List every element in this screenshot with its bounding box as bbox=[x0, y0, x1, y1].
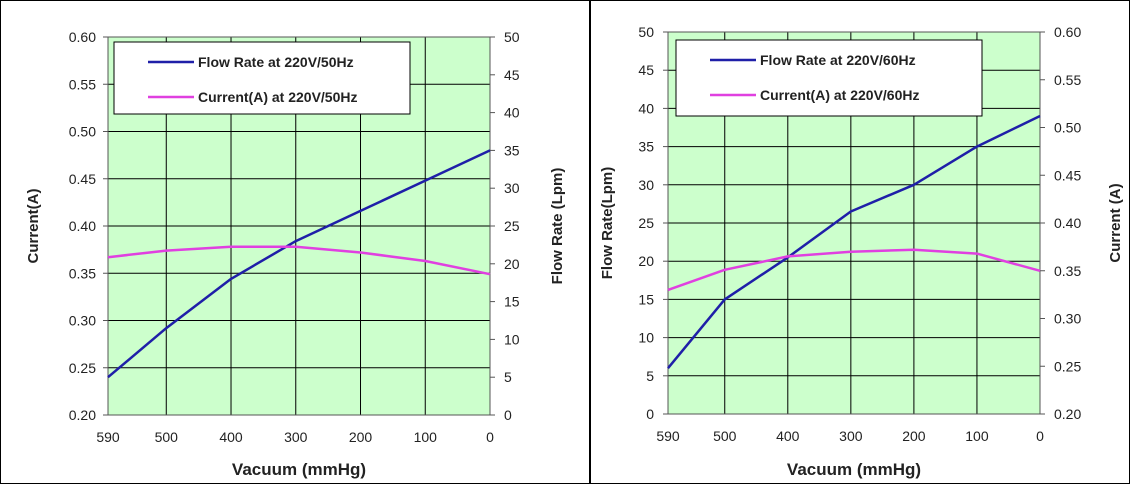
right-axis-tick-label: 0.35 bbox=[1054, 263, 1081, 279]
legend-box bbox=[113, 41, 411, 115]
right-axis-tick-label: 10 bbox=[504, 331, 520, 347]
x-axis-title: Vacuum (mmHg) bbox=[787, 460, 921, 479]
left-axis-tick-label: 15 bbox=[638, 291, 654, 307]
chart-2: 0 5 10 15 20 25 30 35 40 45 50 0.20 0.25 0.30 0.35 0.40… bbox=[599, 24, 1124, 479]
x-axis-tick-label: 0 bbox=[1036, 428, 1044, 444]
x-axis-title: Vacuum (mmHg) bbox=[232, 460, 366, 479]
right-axis-tick-label: 35 bbox=[504, 142, 520, 158]
left-axis-tick-label: 0.30 bbox=[69, 313, 96, 329]
left-axis-tick-label: 0 bbox=[646, 406, 654, 422]
left-axis-tick-label: 0.45 bbox=[69, 171, 96, 187]
right-axis-title: Current (A) bbox=[1107, 183, 1124, 262]
legend: Flow Rate at 220V/50Hz Current(A) at 220V… bbox=[113, 41, 411, 115]
series-line-2 bbox=[667, 248, 1041, 292]
left-axis-tick-label: 0.25 bbox=[69, 360, 96, 376]
left-axis-tick-label: 20 bbox=[638, 253, 654, 269]
right-axis-tick-label: 30 bbox=[504, 180, 520, 196]
left-axis-tick-label: 0.50 bbox=[69, 124, 96, 140]
right-axis-tick-label: 0.25 bbox=[1054, 358, 1081, 374]
legend-label-1: Flow Rate at 220V/50Hz bbox=[198, 54, 354, 70]
legend: Flow Rate at 220V/60Hz Current(A) at 220V… bbox=[675, 39, 983, 117]
x-axis-tick-label: 100 bbox=[414, 429, 438, 445]
right-axis-title: Flow Rate (Lpm) bbox=[549, 168, 566, 285]
right-axis-tick-label: 15 bbox=[504, 294, 520, 310]
left-axis-tick-label: 0.60 bbox=[69, 29, 96, 45]
series-line-1 bbox=[107, 149, 491, 379]
left-axis-tick-label: 0.40 bbox=[69, 218, 96, 234]
left-axis-tick-label: 45 bbox=[638, 62, 654, 78]
series-line-1 bbox=[667, 114, 1041, 369]
right-axis-tick-label: 0.30 bbox=[1054, 311, 1081, 327]
right-axis-tick-label: 25 bbox=[504, 218, 520, 234]
legend-box bbox=[675, 39, 983, 117]
right-axis-tick-label: 0.45 bbox=[1054, 167, 1081, 183]
right-axis-tick-label: 0.20 bbox=[1054, 406, 1081, 422]
x-axis-tick-label: 100 bbox=[965, 428, 989, 444]
x-axis-tick-label: 400 bbox=[219, 429, 243, 445]
right-axis-tick-label: 0 bbox=[504, 407, 512, 423]
chart-1: 0.20 0.25 0.30 0.35 0.40 0.45 0.50 0.55 0.60 0 5 10… bbox=[25, 29, 566, 479]
left-axis-title: Current(A) bbox=[25, 189, 42, 264]
right-axis-tick-label: 20 bbox=[504, 256, 520, 272]
x-axis-tick-label: 590 bbox=[656, 428, 680, 444]
right-axis-tick-label: 40 bbox=[504, 105, 520, 121]
x-axis-tick-label: 400 bbox=[776, 428, 800, 444]
right-axis-tick-label: 5 bbox=[504, 369, 512, 385]
x-axis-tick-label: 300 bbox=[839, 428, 863, 444]
left-axis-tick-label: 0.35 bbox=[69, 265, 96, 281]
x-axis-tick-label: 500 bbox=[713, 428, 737, 444]
x-axis-tick-label: 300 bbox=[284, 429, 308, 445]
left-axis-tick-label: 25 bbox=[638, 215, 654, 231]
x-axis-tick-label: 590 bbox=[96, 429, 120, 445]
right-axis-tick-label: 0.60 bbox=[1054, 24, 1081, 40]
right-axis-tick-label: 50 bbox=[504, 29, 520, 45]
series-line-2 bbox=[107, 245, 491, 276]
right-axis-tick-label: 45 bbox=[504, 67, 520, 83]
left-axis-title: Flow Rate(Lpm) bbox=[599, 167, 616, 280]
left-axis-tick-label: 5 bbox=[646, 368, 654, 384]
x-axis-tick-label: 200 bbox=[349, 429, 373, 445]
x-axis-tick-label: 0 bbox=[486, 429, 494, 445]
legend-label-2: Current(A) at 220V/60Hz bbox=[760, 87, 920, 103]
left-axis-tick-label: 10 bbox=[638, 330, 654, 346]
left-axis-tick-label: 40 bbox=[638, 100, 654, 116]
x-axis-tick-label: 500 bbox=[155, 429, 179, 445]
right-axis-tick-label: 0.55 bbox=[1054, 72, 1081, 88]
legend-label-1: Flow Rate at 220V/60Hz bbox=[760, 52, 916, 68]
right-axis-tick-label: 0.40 bbox=[1054, 215, 1081, 231]
left-axis-tick-label: 0.55 bbox=[69, 76, 96, 92]
left-axis-tick-label: 0.20 bbox=[69, 407, 96, 423]
legend-label-2: Current(A) at 220V/50Hz bbox=[198, 89, 358, 105]
right-axis-tick-label: 0.50 bbox=[1054, 120, 1081, 136]
x-axis-tick-label: 200 bbox=[902, 428, 926, 444]
left-axis-tick-label: 50 bbox=[638, 24, 654, 40]
left-axis-tick-label: 30 bbox=[638, 177, 654, 193]
left-axis-tick-label: 35 bbox=[638, 139, 654, 155]
